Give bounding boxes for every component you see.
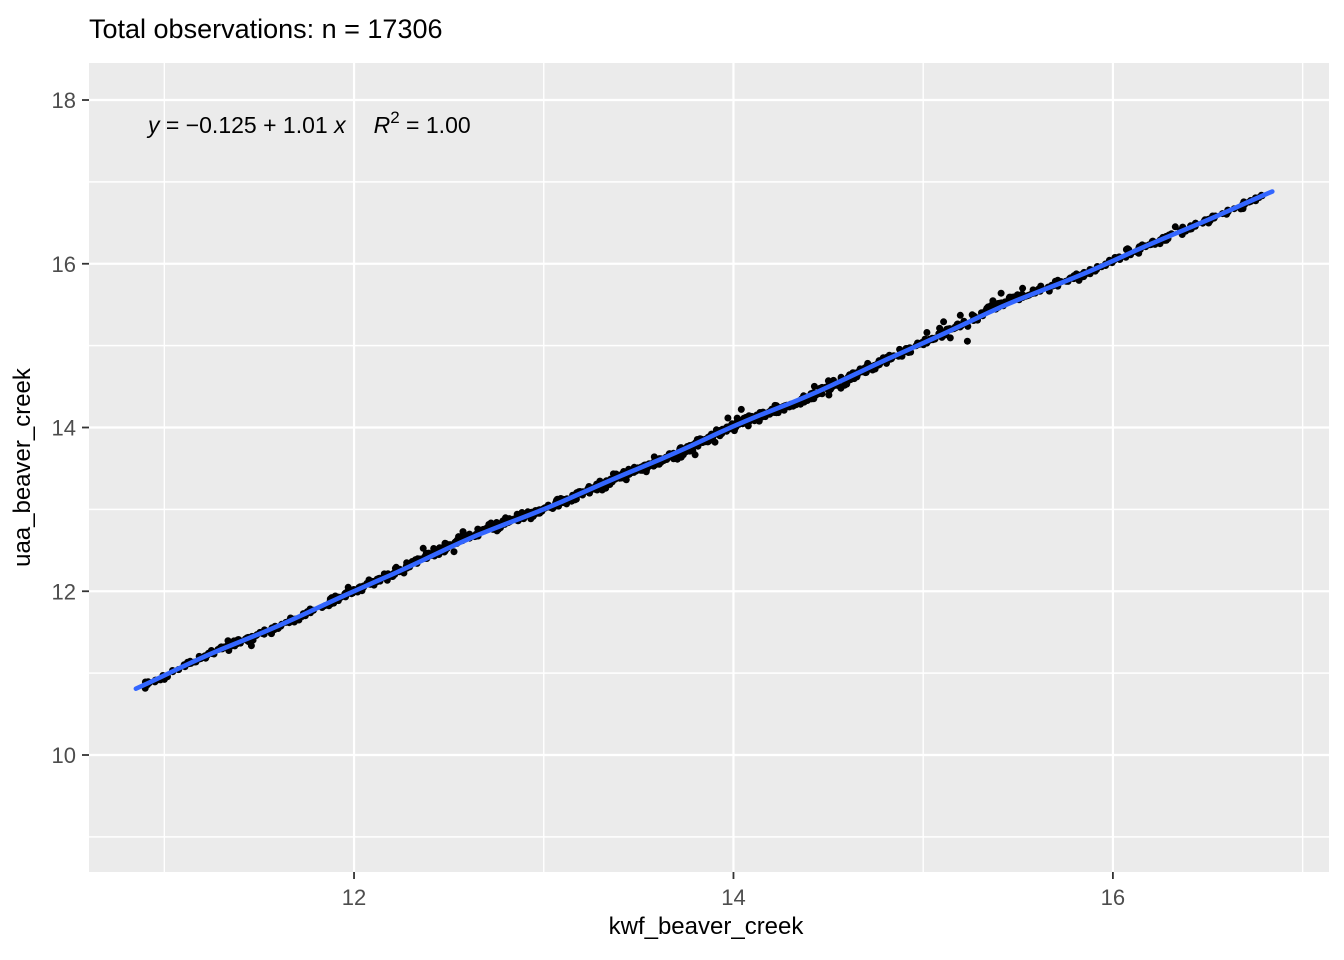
scatter-point xyxy=(422,549,430,557)
scatter-point xyxy=(450,548,458,556)
x-tick-label: 12 xyxy=(342,885,366,910)
scatter-point xyxy=(737,405,745,413)
scatter-point xyxy=(609,470,617,478)
y-axis-title: uaa_beaver_creek xyxy=(9,367,36,567)
x-tick-label: 14 xyxy=(721,885,745,910)
scatter-point xyxy=(989,297,997,305)
plot-title: Total observations: n = 17306 xyxy=(89,14,443,44)
equation-r-exponent: 2 xyxy=(390,108,399,127)
scatter-point xyxy=(1019,284,1027,292)
x-axis-title: kwf_beaver_creek xyxy=(609,913,805,940)
scatter-point xyxy=(459,528,467,536)
y-tick-label: 14 xyxy=(52,416,76,441)
regression-equation: y = −0.125 + 1.01 x R2 = 1.00 xyxy=(146,108,471,138)
y-tick-label: 10 xyxy=(52,743,76,768)
scatter-point xyxy=(1006,293,1014,301)
scatter-point xyxy=(711,438,719,446)
equation-y-var: y xyxy=(146,112,161,138)
scatter-point xyxy=(518,509,526,516)
scatter-point xyxy=(392,563,400,571)
scatter-point xyxy=(691,451,699,459)
equation-x-var: x xyxy=(333,112,347,138)
scatter-point xyxy=(810,382,818,390)
plot-panel xyxy=(89,63,1329,872)
equation-r-var: R xyxy=(374,112,391,138)
scatter-point xyxy=(724,414,732,422)
equation-body: = −0.125 + 1.01 xyxy=(160,112,335,138)
scatter-point xyxy=(940,318,948,326)
y-tick-label: 12 xyxy=(52,579,76,604)
scatter-point xyxy=(956,311,964,319)
scatter-point xyxy=(247,642,255,650)
y-tick-label: 18 xyxy=(52,88,76,113)
scatter-point xyxy=(923,329,931,336)
scatter-point xyxy=(997,289,1005,297)
regression-line xyxy=(133,189,1275,691)
scatter-point xyxy=(963,337,971,345)
equation-r-value: = 1.00 xyxy=(400,112,471,138)
x-tick-label: 16 xyxy=(1101,885,1125,910)
y-tick-label: 16 xyxy=(52,252,76,277)
scatter-point xyxy=(1171,223,1179,231)
scatter-point xyxy=(946,334,954,342)
